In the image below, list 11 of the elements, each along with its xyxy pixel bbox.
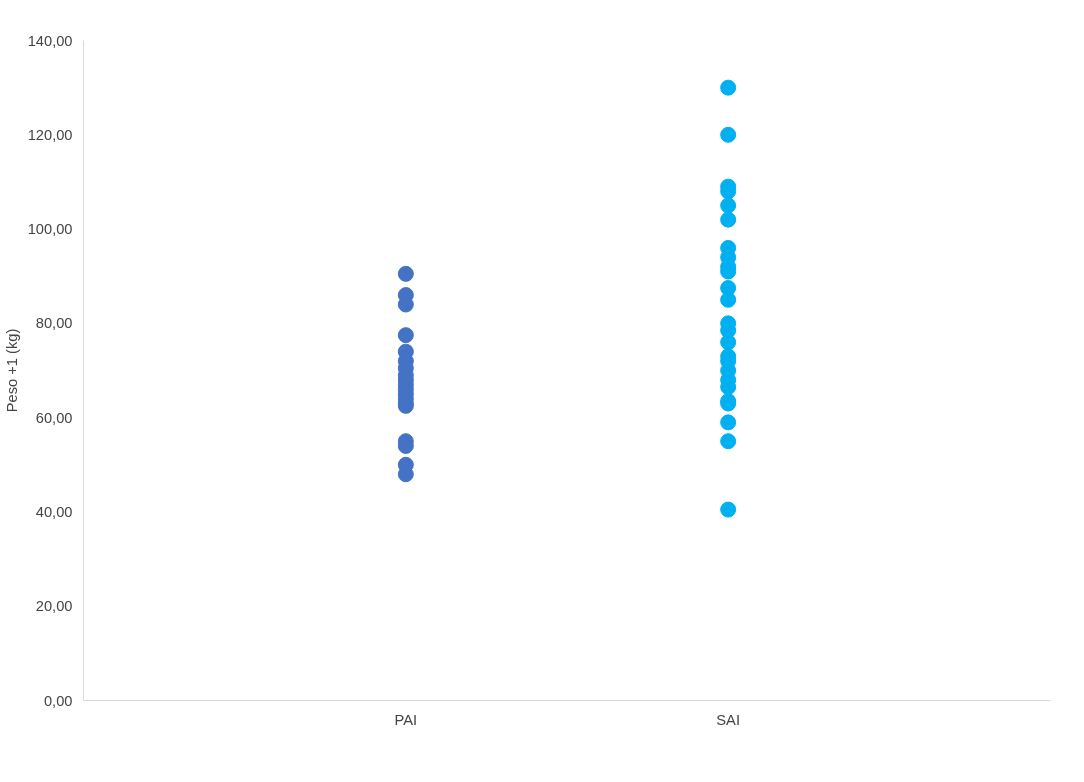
- y-tick-label: 140,00: [27, 32, 73, 49]
- x-tick-label: SAI: [716, 711, 740, 728]
- y-tick-label: 60,00: [35, 409, 73, 426]
- x-tick-label: PAI: [394, 711, 418, 728]
- y-tick-label: 120,00: [27, 126, 73, 143]
- y-axis-title: Peso +1 (kg): [3, 328, 20, 413]
- y-tick-label: 20,00: [35, 598, 73, 615]
- y-tick-label: 80,00: [35, 315, 73, 332]
- y-tick-label: 0,00: [43, 692, 73, 709]
- y-tick-label: 40,00: [35, 503, 73, 520]
- y-tick-label: 100,00: [27, 221, 73, 238]
